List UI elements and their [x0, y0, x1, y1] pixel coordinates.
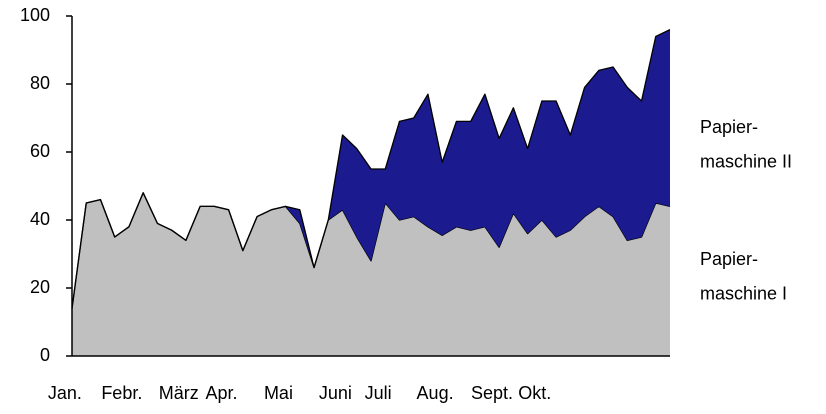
legend-label: Papier-maschine I [700, 249, 787, 303]
y-tick-label: 80 [30, 73, 50, 93]
area [72, 192, 670, 356]
y-tick-label: 0 [40, 345, 50, 365]
y-tick-label: 100 [20, 5, 50, 25]
x-tick-label: Juni [319, 383, 352, 403]
x-tick-label: Juli [365, 383, 392, 403]
x-tick-label: Apr. [205, 383, 237, 403]
y-tick-label: 60 [30, 141, 50, 161]
legend-label: Papier-maschine II [700, 117, 792, 171]
y-tick-label: 20 [30, 277, 50, 297]
x-tick-label: Aug. [417, 383, 454, 403]
x-tick-label: Febr. [101, 383, 142, 403]
x-tick-label: Jan. [48, 383, 82, 403]
x-tick-label: März [159, 383, 199, 403]
y-tick-label: 40 [30, 209, 50, 229]
area-outline [71, 29, 671, 309]
x-tick-label: Mai [264, 383, 293, 403]
x-tick-label: Sept. [471, 383, 513, 403]
x-tick-label: Okt. [518, 383, 551, 403]
